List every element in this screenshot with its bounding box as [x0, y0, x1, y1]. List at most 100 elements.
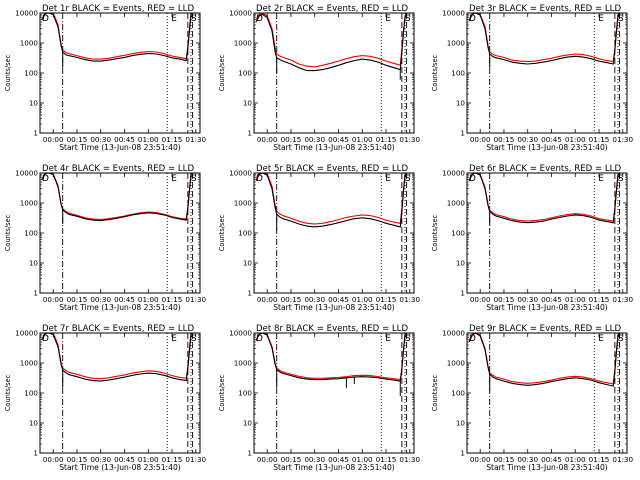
y-tick-label: 1: [460, 289, 465, 298]
y-tick-label: 10: [243, 99, 253, 108]
series-line-events: [468, 333, 622, 387]
detector-panel: Det 4r BLACK = Events, RED = LLD 1 10 100 10…: [4, 164, 207, 312]
corner-marker-label: E: [385, 334, 391, 344]
detector-panel: Det 6r BLACK = Events, RED = LLD 1 10 100 10…: [431, 164, 634, 312]
y-tick-label: 100: [238, 69, 252, 78]
x-axis-title: Start Time (13-Jun-08 23:51:40): [273, 463, 395, 472]
x-axis-title: Start Time (13-Jun-08 23:51:40): [59, 303, 181, 312]
corner-marker-label: E: [385, 14, 391, 24]
y-tick-label: 100: [238, 229, 252, 238]
corner-marker-label: E: [385, 174, 391, 184]
y-tick-label: 10000: [15, 169, 38, 178]
panel-title: Det 2r BLACK = Events, RED = LLD: [256, 4, 408, 14]
corner-marker-label: E: [598, 174, 604, 184]
y-tick-label: 10000: [15, 329, 38, 338]
corner-marker-label: D: [256, 334, 263, 344]
corner-marker-label: D: [256, 14, 263, 24]
x-tick-label: 01:00: [138, 295, 159, 304]
x-tick-label: 00:30: [517, 295, 538, 304]
x-axis-title: Start Time (13-Jun-08 23:51:40): [486, 303, 608, 312]
detector-panel: Det 3r BLACK = Events, RED = LLD 1 10 100 10…: [431, 4, 634, 152]
x-tick-label: 01:30: [612, 135, 633, 144]
y-tick-label: 10: [243, 259, 253, 268]
y-tick-label: 1: [460, 129, 465, 138]
x-tick-label: 01:15: [162, 455, 183, 464]
x-tick-label: 00:00: [470, 455, 491, 464]
x-tick-label: 01:00: [352, 455, 373, 464]
x-tick-label: 01:15: [376, 295, 397, 304]
plot-frame: [39, 12, 201, 134]
detector-panel: Det 1r BLACK = Events, RED = LLD 1 10 100 10…: [4, 4, 207, 152]
x-tick-label: 01:15: [376, 455, 397, 464]
plot-frame: [466, 332, 628, 454]
x-tick-label: 00:45: [114, 135, 135, 144]
panel-title: Det 9r BLACK = Events, RED = LLD: [469, 324, 621, 334]
panel-title: Det 1r BLACK = Events, RED = LLD: [42, 4, 194, 14]
y-tick-label: 1000: [447, 199, 466, 208]
corner-marker-label: S: [618, 174, 624, 184]
y-tick-label: 1000: [234, 359, 253, 368]
x-tick-label: 00:00: [43, 455, 64, 464]
y-tick-label: 1: [247, 289, 252, 298]
plot-frame: [466, 12, 628, 134]
y-tick-label: 1000: [234, 199, 253, 208]
x-tick-label: 01:30: [185, 295, 206, 304]
y-axis-title: Counts/sec: [431, 214, 439, 251]
x-tick-label: 01:30: [399, 295, 420, 304]
x-tick-label: 00:00: [470, 135, 491, 144]
panel-title: Det 4r BLACK = Events, RED = LLD: [42, 164, 194, 174]
x-tick-label: 00:45: [541, 455, 562, 464]
x-axis-title: Start Time (13-Jun-08 23:51:40): [273, 143, 395, 152]
y-tick-label: 1000: [20, 39, 39, 48]
y-tick-label: 1000: [447, 39, 466, 48]
y-tick-label: 10: [29, 419, 39, 428]
x-axis-title: Start Time (13-Jun-08 23:51:40): [59, 143, 181, 152]
y-tick-label: 1000: [447, 359, 466, 368]
y-tick-label: 10: [243, 419, 253, 428]
y-axis-title: Counts/sec: [218, 214, 226, 251]
x-axis-title: Start Time (13-Jun-08 23:51:40): [59, 463, 181, 472]
series-line-events: [41, 13, 195, 62]
corner-marker-label: S: [191, 174, 197, 184]
y-tick-label: 10: [456, 99, 466, 108]
x-tick-label: 01:15: [376, 135, 397, 144]
corner-marker-label: D: [469, 334, 476, 344]
y-tick-label: 10: [456, 419, 466, 428]
x-tick-label: 00:15: [494, 295, 515, 304]
panel-title: Det 5r BLACK = Events, RED = LLD: [256, 164, 408, 174]
y-tick-label: 1000: [20, 199, 39, 208]
y-tick-label: 1000: [20, 359, 39, 368]
y-axis-title: Counts/sec: [431, 54, 439, 91]
x-tick-label: 00:00: [470, 295, 491, 304]
x-tick-label: 00:45: [114, 295, 135, 304]
panel-title: Det 7r BLACK = Events, RED = LLD: [42, 324, 194, 334]
detector-panel: Det 5r BLACK = Events, RED = LLD 1 10 100 10…: [218, 164, 421, 312]
x-tick-label: 01:30: [185, 455, 206, 464]
x-tick-label: 01:00: [565, 295, 586, 304]
corner-marker-label: S: [191, 14, 197, 24]
y-axis-title: Counts/sec: [431, 374, 439, 411]
series-line-events: [255, 13, 409, 72]
x-tick-label: 00:15: [67, 135, 88, 144]
y-tick-label: 1000: [234, 39, 253, 48]
corner-marker-label: D: [469, 174, 476, 184]
y-tick-label: 1: [33, 129, 38, 138]
y-axis-title: Counts/sec: [4, 54, 12, 91]
x-tick-label: 00:30: [304, 455, 325, 464]
corner-marker-label: E: [598, 14, 604, 24]
y-tick-label: 10000: [442, 9, 465, 18]
corner-marker-label: E: [598, 334, 604, 344]
x-tick-label: 01:00: [565, 135, 586, 144]
plot-frame: [466, 172, 628, 294]
x-tick-label: 01:15: [589, 455, 610, 464]
detector-panel: Det 2r BLACK = Events, RED = LLD 1 10 100 10…: [218, 4, 421, 152]
plot-frame: [253, 172, 415, 294]
y-tick-label: 100: [451, 229, 465, 238]
x-tick-label: 00:45: [114, 455, 135, 464]
y-tick-label: 100: [238, 389, 252, 398]
x-tick-label: 00:30: [304, 295, 325, 304]
series-line-events: [468, 13, 622, 65]
x-tick-label: 00:45: [541, 295, 562, 304]
x-tick-label: 00:30: [517, 455, 538, 464]
y-tick-label: 10000: [15, 9, 38, 18]
